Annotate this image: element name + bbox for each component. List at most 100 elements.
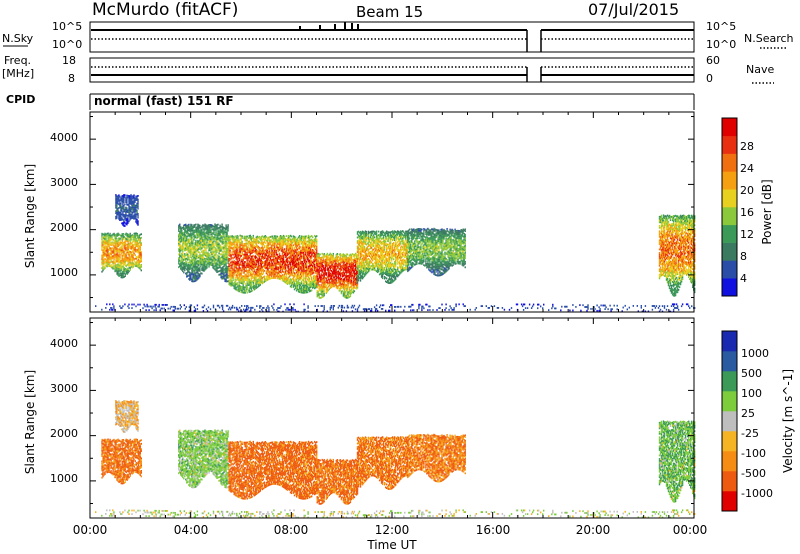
power-cell [325, 274, 328, 276]
power-cell [122, 196, 124, 199]
power-cell [276, 253, 279, 256]
power-cell [272, 260, 275, 263]
power-cell [215, 239, 217, 241]
power-cell [311, 285, 313, 288]
power-cell [334, 284, 337, 286]
power-cell [348, 254, 351, 257]
power-cell [352, 255, 355, 258]
power-cell [251, 289, 254, 292]
power-cell [239, 267, 241, 270]
power-cell [188, 227, 190, 230]
power-cell [133, 258, 135, 260]
power-cell [267, 244, 270, 246]
power-cell [205, 253, 207, 256]
power-cell [121, 273, 123, 275]
power-cell [268, 270, 271, 273]
power-cell [130, 206, 132, 209]
power-cell [283, 275, 286, 278]
power-cell [358, 259, 361, 261]
power-cell [131, 250, 133, 253]
power-cell [295, 255, 298, 258]
power-cell [266, 277, 269, 280]
power-cell [123, 223, 125, 225]
power-cell [245, 257, 247, 260]
power-cell [107, 254, 109, 257]
power-cell [139, 242, 142, 245]
power-cell [277, 275, 280, 278]
power-cell [131, 254, 133, 256]
power-cell [315, 259, 317, 262]
power-cell [328, 270, 331, 272]
power-cell [191, 233, 193, 236]
power-cell [289, 238, 292, 241]
power-cell [241, 277, 243, 279]
power-cell [216, 240, 218, 243]
power-cell [231, 271, 233, 274]
power-cell [121, 213, 123, 216]
power-cell [129, 258, 131, 261]
power-cell [292, 286, 295, 288]
power-cell [247, 249, 249, 252]
power-cell [352, 275, 355, 278]
power-cell [251, 273, 254, 276]
power-cell [219, 231, 221, 234]
power-cell [222, 255, 224, 258]
power-cell [354, 258, 357, 261]
power-cell [182, 246, 184, 249]
power-cell [193, 246, 195, 248]
power-cell [206, 243, 208, 246]
power-cell [359, 254, 362, 257]
power-cell [295, 289, 298, 292]
power-cell [343, 286, 346, 289]
power-cell [300, 241, 303, 243]
power-cell [315, 272, 317, 274]
power-cell [189, 259, 191, 262]
power-cell [112, 267, 114, 270]
power-cell [130, 194, 132, 196]
power-cell [111, 250, 113, 253]
power-cell [221, 272, 223, 275]
power-cell [339, 265, 342, 268]
power-cell [195, 274, 197, 277]
power-cell [247, 257, 249, 259]
power-cell [304, 277, 307, 280]
power-cell [286, 252, 289, 255]
power-cell [201, 229, 203, 232]
power-cell [138, 265, 141, 268]
power-cell [134, 217, 136, 220]
power-cell [202, 267, 204, 270]
power-cell [252, 236, 255, 239]
power-cell [283, 237, 286, 240]
power-cell [308, 274, 311, 277]
power-cell [289, 265, 292, 268]
power-cell [327, 278, 330, 281]
power-cell [183, 255, 185, 258]
power-cell [267, 242, 270, 245]
power-cell [259, 273, 262, 275]
power-cell [293, 255, 296, 258]
power-cell [229, 276, 231, 279]
power-cell [319, 280, 321, 283]
power-cell [101, 232, 103, 235]
power-cell [339, 285, 342, 288]
power-cell [221, 257, 223, 260]
power-cell [107, 259, 109, 262]
power-cell [182, 237, 184, 240]
power-cell [284, 279, 287, 282]
power-cell [356, 280, 359, 282]
power-cell [302, 253, 305, 256]
power-cell [226, 267, 228, 270]
power-cell [350, 292, 353, 295]
power-cell [243, 235, 245, 238]
power-cell [351, 274, 354, 277]
power-cell [264, 262, 267, 264]
power-cell [194, 236, 196, 239]
power-cell [344, 260, 347, 263]
power-cell [202, 240, 204, 243]
power-cell [187, 240, 189, 243]
power-cell [268, 250, 271, 253]
power-cell [349, 286, 352, 289]
power-cell [191, 273, 193, 275]
power-cell [312, 267, 314, 269]
power-cell [101, 254, 103, 257]
